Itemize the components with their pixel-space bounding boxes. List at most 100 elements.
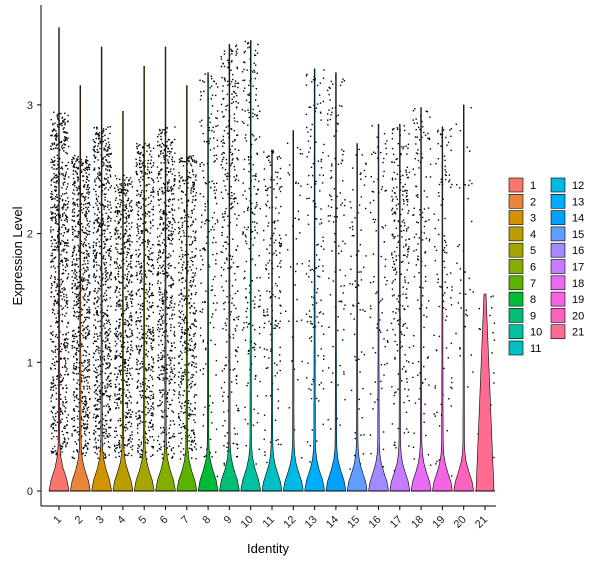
- point: [140, 151, 142, 154]
- point: [120, 402, 122, 404]
- point: [67, 273, 70, 275]
- point: [130, 201, 132, 203]
- point: [188, 235, 190, 238]
- point: [184, 317, 187, 319]
- point: [237, 407, 239, 410]
- point: [115, 398, 117, 401]
- point: [64, 440, 66, 442]
- point: [191, 430, 193, 432]
- point: [137, 202, 140, 204]
- point: [107, 376, 109, 378]
- point: [88, 308, 91, 311]
- point: [92, 250, 95, 252]
- point: [105, 173, 108, 175]
- point: [151, 177, 153, 180]
- point: [222, 116, 224, 118]
- point: [257, 105, 259, 107]
- point: [54, 185, 56, 188]
- point: [50, 275, 53, 277]
- point: [138, 159, 141, 161]
- point: [137, 410, 140, 413]
- point: [85, 156, 88, 158]
- point: [138, 352, 140, 355]
- point: [87, 281, 89, 284]
- point: [161, 396, 163, 398]
- point: [124, 402, 127, 404]
- point: [194, 394, 196, 396]
- point: [224, 185, 226, 187]
- point: [88, 299, 90, 301]
- point: [115, 197, 117, 199]
- point: [236, 455, 239, 458]
- point: [244, 79, 246, 81]
- point: [139, 271, 141, 273]
- point: [182, 320, 185, 322]
- point: [106, 322, 108, 325]
- point: [124, 287, 126, 289]
- point: [75, 316, 78, 318]
- point: [57, 249, 59, 251]
- point: [184, 425, 186, 427]
- point: [126, 416, 128, 419]
- point: [103, 299, 106, 301]
- point: [191, 364, 193, 366]
- point: [237, 346, 239, 349]
- point: [152, 206, 155, 208]
- point: [152, 395, 154, 397]
- point: [114, 328, 117, 330]
- point: [167, 264, 169, 266]
- point: [55, 415, 57, 418]
- point: [235, 92, 237, 95]
- point: [232, 238, 234, 240]
- point: [226, 178, 228, 180]
- point: [172, 193, 175, 195]
- point: [81, 162, 83, 165]
- point: [114, 276, 116, 279]
- point: [51, 198, 53, 200]
- point: [251, 230, 254, 233]
- point: [120, 332, 122, 335]
- point: [152, 423, 154, 426]
- point: [57, 230, 59, 233]
- point: [209, 438, 212, 441]
- point: [200, 226, 202, 228]
- point: [148, 329, 151, 331]
- point: [169, 318, 171, 320]
- point: [125, 384, 128, 386]
- point: [138, 288, 140, 291]
- point: [152, 334, 155, 337]
- point: [130, 206, 133, 208]
- point: [52, 309, 55, 311]
- point: [51, 383, 53, 385]
- point: [127, 397, 129, 399]
- point: [177, 376, 180, 378]
- point: [86, 208, 89, 210]
- point: [206, 141, 208, 143]
- point: [236, 134, 239, 136]
- point: [60, 343, 62, 345]
- point: [99, 174, 101, 176]
- point: [71, 456, 73, 458]
- point: [168, 220, 170, 223]
- point: [52, 407, 55, 409]
- point: [230, 61, 233, 63]
- point: [107, 353, 110, 356]
- point: [88, 202, 90, 204]
- point: [107, 403, 109, 405]
- point: [182, 375, 184, 377]
- point: [181, 402, 183, 405]
- point: [73, 181, 75, 184]
- point: [103, 162, 105, 164]
- point: [86, 376, 89, 378]
- point: [83, 424, 85, 426]
- point: [120, 394, 123, 397]
- point: [67, 351, 70, 353]
- point: [139, 181, 141, 183]
- point: [95, 197, 98, 200]
- point: [159, 256, 162, 259]
- point: [127, 364, 130, 366]
- point: [95, 231, 98, 233]
- point: [56, 348, 58, 350]
- point: [75, 186, 78, 189]
- point: [53, 239, 55, 241]
